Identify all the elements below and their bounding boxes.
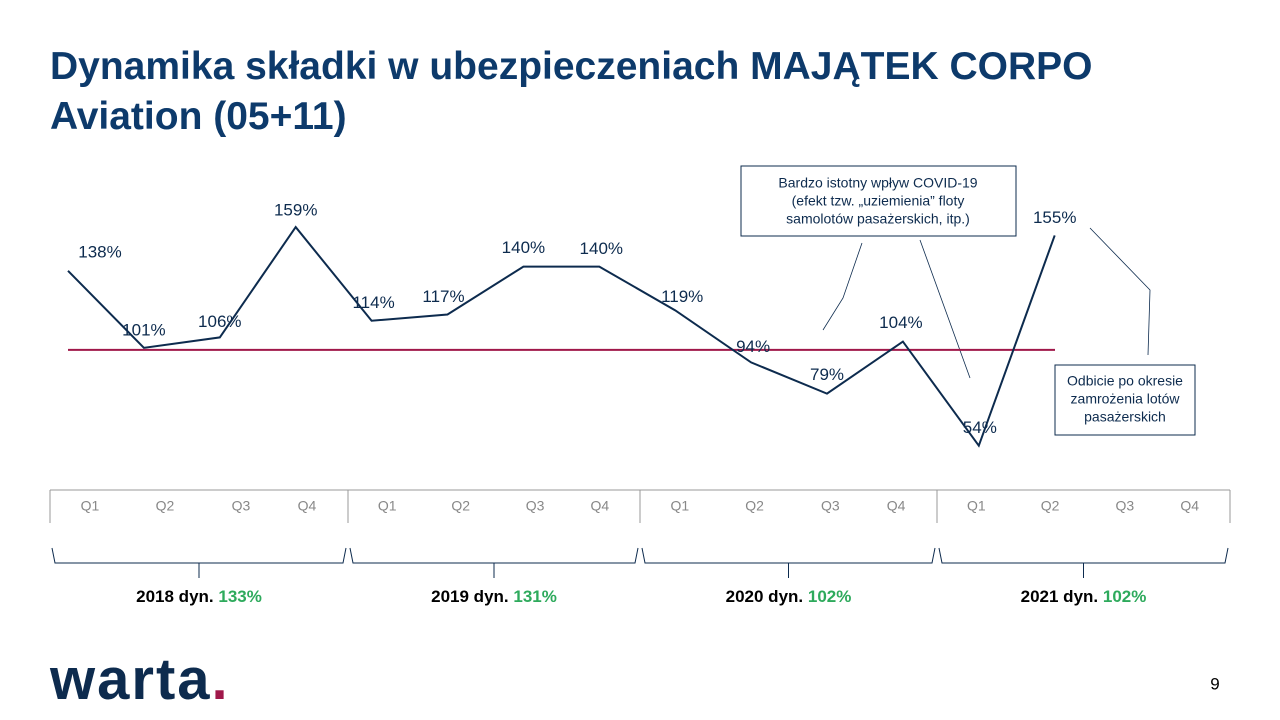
- annotation-text: (efekt tzw. „uziemienia” floty: [792, 193, 965, 209]
- group-bracket: [51, 547, 347, 564]
- x-tick-label: Q2: [745, 498, 764, 514]
- x-tick-label: Q4: [298, 498, 317, 514]
- annotation-text: Odbicie po okresie: [1067, 373, 1183, 389]
- x-tick-label: Q4: [590, 498, 609, 514]
- x-tick-label: Q1: [967, 498, 986, 514]
- group-value: 131%: [513, 587, 556, 606]
- leader-line: [919, 239, 971, 379]
- x-tick-label: Q2: [451, 498, 470, 514]
- group-name: 2020 dyn.: [726, 587, 804, 606]
- x-tick-label: Q1: [81, 498, 100, 514]
- annotation-text: samolotów pasażerskich, itp.): [786, 211, 970, 227]
- x-tick-label: Q2: [156, 498, 175, 514]
- data-label: 106%: [198, 312, 241, 331]
- group-label: 2019 dyn. 131%: [431, 587, 557, 606]
- data-label: 155%: [1033, 208, 1076, 227]
- annotation-text: zamrożenia lotów: [1071, 391, 1181, 407]
- data-label: 114%: [352, 293, 394, 312]
- group-label: 2018 dyn. 133%: [136, 587, 262, 606]
- data-label: 138%: [78, 242, 121, 261]
- annotation-box: [1054, 364, 1196, 436]
- group-value: 133%: [218, 587, 261, 606]
- data-label: 117%: [422, 287, 464, 306]
- group-name: 2019 dyn.: [431, 587, 509, 606]
- page-number: 9: [1210, 674, 1219, 693]
- group-bracket: [641, 547, 936, 564]
- x-tick-label: Q3: [1115, 498, 1134, 514]
- annotation-text: Bardzo istotny wpływ COVID-19: [778, 175, 977, 191]
- x-tick-label: Q3: [526, 498, 545, 514]
- group-label: 2020 dyn. 102%: [726, 587, 852, 606]
- leader-line: [822, 242, 863, 331]
- x-tick-label: Q3: [821, 498, 840, 514]
- data-label: 104%: [879, 313, 922, 332]
- data-line: [67, 225, 1056, 448]
- group-label: 2021 dyn. 102%: [1021, 587, 1147, 606]
- annotation-text: pasażerskich: [1084, 409, 1166, 425]
- annotation-box: [740, 165, 1017, 237]
- chart-title: Dynamika składki w ubezpieczeniach MAJĄT…: [50, 45, 1093, 138]
- group-value: 102%: [1103, 587, 1146, 606]
- logo-text: warta: [49, 647, 212, 712]
- data-label: 54%: [963, 418, 997, 437]
- group-value: 102%: [808, 587, 851, 606]
- x-tick-label: Q4: [887, 498, 906, 514]
- x-tick-label: Q2: [1041, 498, 1060, 514]
- data-label: 94%: [736, 337, 770, 356]
- x-tick-label: Q1: [378, 498, 397, 514]
- x-tick-label: Q4: [1180, 498, 1199, 514]
- group-name: 2018 dyn.: [136, 587, 214, 606]
- data-label: 140%: [502, 238, 545, 257]
- data-label: 119%: [661, 287, 703, 306]
- data-label: 79%: [810, 365, 844, 384]
- data-label: 159%: [274, 201, 317, 220]
- group-bracket: [349, 547, 639, 564]
- data-label: 101%: [122, 320, 165, 339]
- logo-dot: .: [212, 647, 230, 712]
- data-label: 140%: [580, 239, 623, 258]
- leader-line: [1089, 227, 1151, 356]
- logo: warta.: [49, 647, 230, 712]
- x-tick-label: Q1: [671, 498, 690, 514]
- group-bracket: [938, 547, 1229, 564]
- group-name: 2021 dyn.: [1021, 587, 1099, 606]
- x-tick-label: Q3: [232, 498, 251, 514]
